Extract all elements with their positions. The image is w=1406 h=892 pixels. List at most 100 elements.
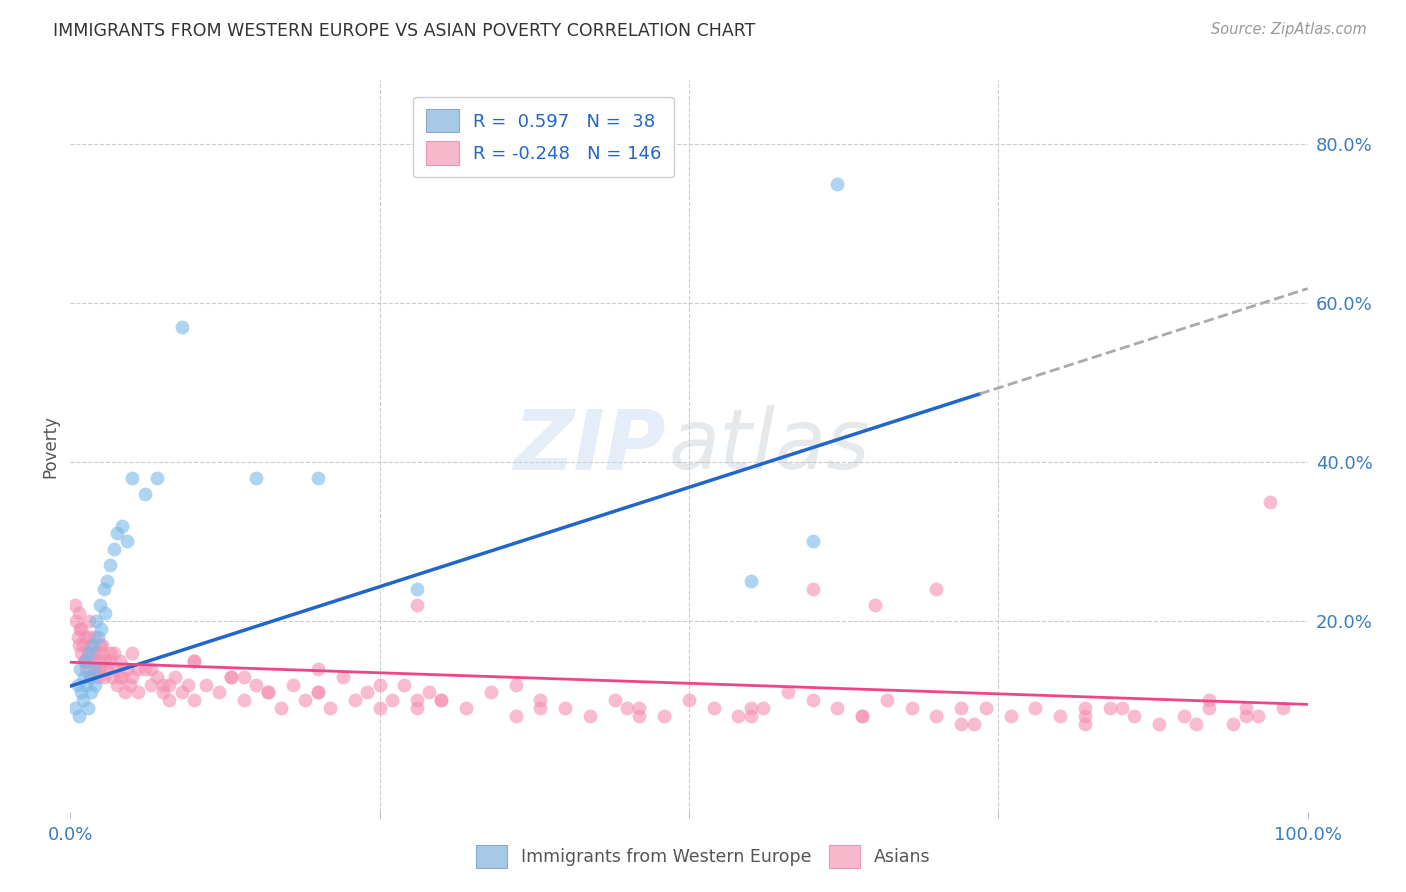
Point bbox=[94, 654, 117, 668]
Point bbox=[108, 654, 131, 668]
Point bbox=[165, 669, 187, 683]
Point bbox=[1222, 717, 1244, 731]
Point bbox=[183, 693, 205, 707]
Point bbox=[90, 662, 112, 676]
Point bbox=[257, 685, 280, 699]
Point bbox=[307, 685, 329, 699]
Point bbox=[70, 685, 93, 699]
Point bbox=[456, 701, 478, 715]
Point bbox=[89, 638, 111, 652]
Point bbox=[381, 693, 404, 707]
Point bbox=[332, 669, 354, 683]
Point bbox=[76, 646, 98, 660]
Point bbox=[603, 693, 626, 707]
Text: Source: ZipAtlas.com: Source: ZipAtlas.com bbox=[1211, 22, 1367, 37]
Point bbox=[1260, 494, 1282, 508]
Point bbox=[974, 701, 997, 715]
Point bbox=[851, 709, 873, 723]
Point bbox=[851, 709, 873, 723]
Point bbox=[740, 709, 762, 723]
Point bbox=[281, 677, 304, 691]
Point bbox=[232, 693, 254, 707]
Point bbox=[925, 709, 948, 723]
Point bbox=[93, 669, 115, 683]
Point bbox=[1000, 709, 1022, 723]
Point bbox=[84, 677, 107, 691]
Point bbox=[104, 662, 127, 676]
Point bbox=[170, 319, 193, 334]
Point bbox=[368, 677, 391, 691]
Text: IMMIGRANTS FROM WESTERN EUROPE VS ASIAN POVERTY CORRELATION CHART: IMMIGRANTS FROM WESTERN EUROPE VS ASIAN … bbox=[53, 22, 756, 40]
Point bbox=[801, 534, 824, 549]
Text: atlas: atlas bbox=[668, 406, 870, 486]
Point bbox=[84, 662, 107, 676]
Point bbox=[529, 693, 551, 707]
Point bbox=[418, 685, 440, 699]
Point bbox=[319, 701, 342, 715]
Point bbox=[127, 662, 149, 676]
Point bbox=[1123, 709, 1146, 723]
Point bbox=[82, 638, 104, 652]
Point bbox=[1198, 701, 1220, 715]
Point bbox=[127, 685, 149, 699]
Point bbox=[77, 614, 100, 628]
Point bbox=[652, 709, 675, 723]
Point bbox=[257, 685, 280, 699]
Point bbox=[114, 685, 136, 699]
Point bbox=[1198, 693, 1220, 707]
Point bbox=[307, 685, 329, 699]
Point bbox=[111, 669, 134, 683]
Point bbox=[101, 669, 124, 683]
Point bbox=[616, 701, 638, 715]
Point bbox=[134, 662, 156, 676]
Point bbox=[77, 630, 100, 644]
Point bbox=[111, 518, 134, 533]
Point bbox=[177, 677, 200, 691]
Point bbox=[79, 669, 101, 683]
Point bbox=[270, 701, 292, 715]
Point bbox=[108, 669, 131, 683]
Point bbox=[94, 606, 117, 620]
Point bbox=[1098, 701, 1121, 715]
Point bbox=[75, 677, 97, 691]
Point bbox=[1074, 701, 1097, 715]
Point bbox=[65, 598, 87, 612]
Legend: Immigrants from Western Europe, Asians: Immigrants from Western Europe, Asians bbox=[467, 837, 939, 876]
Point bbox=[67, 709, 90, 723]
Point bbox=[232, 669, 254, 683]
Point bbox=[80, 638, 103, 652]
Point bbox=[740, 574, 762, 589]
Point bbox=[157, 693, 180, 707]
Point bbox=[66, 630, 89, 644]
Point bbox=[1247, 709, 1270, 723]
Point bbox=[307, 662, 329, 676]
Point bbox=[72, 693, 94, 707]
Point bbox=[405, 693, 427, 707]
Point bbox=[1147, 717, 1170, 731]
Point bbox=[70, 646, 93, 660]
Point bbox=[139, 662, 162, 676]
Point bbox=[405, 701, 427, 715]
Point bbox=[96, 662, 118, 676]
Point bbox=[208, 685, 231, 699]
Point bbox=[356, 685, 378, 699]
Point bbox=[1049, 709, 1071, 723]
Point bbox=[827, 177, 849, 191]
Point bbox=[84, 646, 107, 660]
Point bbox=[65, 614, 87, 628]
Point bbox=[727, 709, 749, 723]
Point bbox=[1185, 717, 1208, 731]
Point bbox=[89, 598, 111, 612]
Point bbox=[740, 701, 762, 715]
Point bbox=[152, 685, 174, 699]
Point bbox=[962, 717, 984, 731]
Point bbox=[628, 701, 651, 715]
Point bbox=[152, 677, 174, 691]
Point bbox=[505, 709, 527, 723]
Point bbox=[134, 486, 156, 500]
Point bbox=[67, 606, 90, 620]
Legend: R =  0.597   N =  38, R = -0.248   N = 146: R = 0.597 N = 38, R = -0.248 N = 146 bbox=[413, 96, 673, 178]
Point bbox=[82, 646, 104, 660]
Point bbox=[90, 622, 112, 636]
Point bbox=[1234, 701, 1257, 715]
